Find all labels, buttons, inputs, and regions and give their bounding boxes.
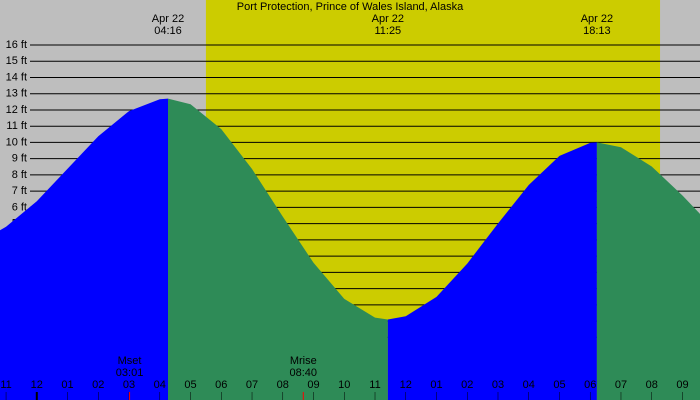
y-tick-label: 13 ft — [6, 88, 27, 100]
moon-label: Mrise — [290, 355, 317, 367]
x-tick-label: 06 — [584, 379, 596, 391]
y-tick-label: 14 ft — [6, 71, 27, 83]
extreme-time: 04:16 — [154, 25, 182, 37]
chart-title: Port Protection, Prince of Wales Island,… — [237, 1, 464, 13]
extreme-date: Apr 22 — [581, 13, 613, 25]
x-tick-label: 02 — [92, 379, 104, 391]
x-tick-label: 10 — [338, 379, 350, 391]
x-tick-label: 09 — [676, 379, 688, 391]
y-tick-label: 12 ft — [6, 104, 27, 116]
x-tick-label: 07 — [615, 379, 627, 391]
x-tick-label: 07 — [246, 379, 258, 391]
x-tick-label: 03 — [492, 379, 504, 391]
x-tick-label: 02 — [461, 379, 473, 391]
extreme-date: Apr 22 — [152, 13, 184, 25]
falling-tide — [596, 142, 700, 400]
x-tick-label: 08 — [646, 379, 658, 391]
x-tick-label: 11 — [0, 379, 11, 391]
x-tick-label: 08 — [277, 379, 289, 391]
x-tick-label: 05 — [184, 379, 196, 391]
y-tick-label: 7 ft — [12, 185, 27, 197]
x-tick-label: 09 — [307, 379, 319, 391]
moon-time: 08:40 — [290, 367, 318, 379]
y-tick-label: 16 ft — [6, 39, 27, 51]
x-tick-label: 04 — [523, 379, 535, 391]
rising-tide — [387, 142, 597, 400]
y-tick-label: 9 ft — [12, 153, 27, 165]
x-tick-label: 04 — [154, 379, 166, 391]
x-tick-label: 11 — [369, 379, 380, 391]
moon-time: 03:01 — [116, 367, 144, 379]
x-tick-label: 06 — [215, 379, 227, 391]
x-tick-label: 01 — [61, 379, 73, 391]
extreme-time: 18:13 — [583, 25, 611, 37]
y-tick-label: 8 ft — [12, 169, 27, 181]
y-tick-label: 10 ft — [6, 136, 27, 148]
x-tick-label: 03 — [123, 379, 135, 391]
moon-label: Mset — [118, 355, 142, 367]
x-tick-label: 05 — [553, 379, 565, 391]
extreme-date: Apr 22 — [372, 13, 404, 25]
rising-tide — [0, 98, 168, 400]
x-tick-label: 01 — [430, 379, 442, 391]
x-tick-label: 12 — [31, 379, 43, 391]
extreme-time: 11:25 — [374, 25, 401, 37]
y-tick-label: 6 ft — [12, 201, 27, 213]
y-tick-label: 11 ft — [6, 120, 27, 132]
y-tick-label: 15 ft — [6, 55, 27, 67]
falling-tide — [167, 98, 388, 400]
x-tick-label: 12 — [400, 379, 412, 391]
